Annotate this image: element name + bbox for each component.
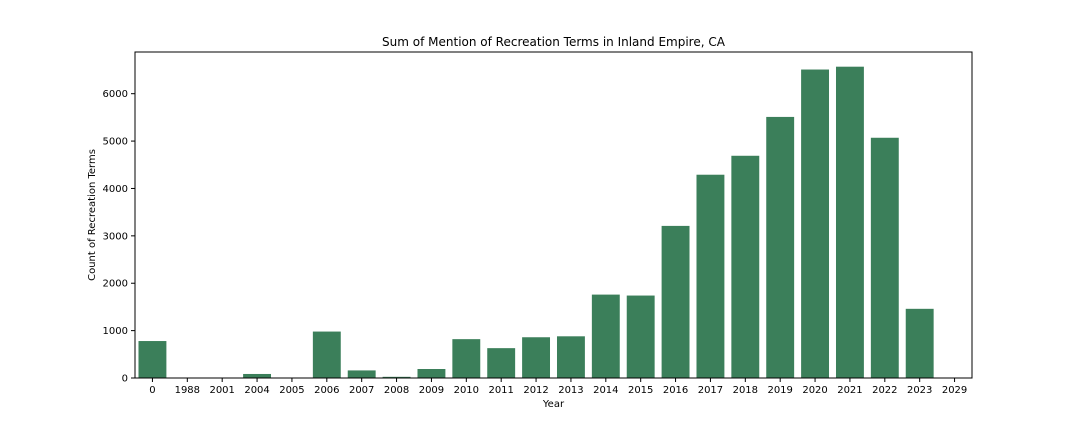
bar-2016	[661, 225, 690, 378]
x-tick-label: 2020	[802, 385, 827, 396]
y-tick-label: 4000	[103, 184, 128, 195]
y-tick-label: 6000	[103, 89, 128, 100]
bar-2022	[870, 137, 899, 378]
bar-2006	[312, 331, 341, 378]
y-tick-label: 1000	[103, 326, 128, 337]
x-tick-label: 2004	[244, 385, 269, 396]
x-tick-label: 2005	[279, 385, 304, 396]
plot-frame	[134, 51, 973, 379]
bar-2020	[801, 69, 830, 378]
x-tick-label: 2021	[837, 385, 862, 396]
bar-2004	[243, 373, 272, 378]
x-tick-label: 2018	[733, 385, 758, 396]
y-axis-title: Count of Recreation Terms	[87, 149, 98, 281]
x-tick-label: 2001	[209, 385, 234, 396]
x-tick-label: 2023	[907, 385, 932, 396]
bar-2019	[766, 116, 795, 379]
bar-2007	[347, 370, 376, 378]
bar-2013	[556, 336, 585, 378]
x-axis: 0 1988 2001 2004 2005 2006 2007 2008 2009 2010 201…	[149, 378, 967, 396]
x-tick-label: 2014	[593, 385, 618, 396]
y-tick-label: 3000	[103, 231, 128, 242]
bar-2008	[382, 376, 411, 378]
x-tick-label: 2015	[628, 385, 653, 396]
y-axis: 0 1000 2000 3000 4000 5000 6000	[103, 89, 135, 385]
x-tick-label: 2012	[523, 385, 548, 396]
x-tick-label: 2022	[872, 385, 897, 396]
x-tick-label: 2029	[942, 385, 967, 396]
bar-2011	[487, 348, 516, 378]
bar-2023	[905, 308, 934, 378]
x-tick-label: 2007	[349, 385, 374, 396]
bar-2021	[835, 66, 864, 378]
x-tick-label: 0	[149, 385, 155, 396]
bar-2010	[452, 339, 481, 378]
bars-group	[138, 66, 934, 379]
x-tick-label: 2011	[488, 385, 513, 396]
x-tick-label: 1988	[175, 385, 200, 396]
x-tick-label: 2010	[454, 385, 479, 396]
bar-2012	[522, 337, 551, 378]
x-tick-label: 2016	[663, 385, 688, 396]
chart-title: Sum of Mention of Recreation Terms in In…	[382, 35, 726, 49]
bar-2015	[626, 295, 655, 378]
y-tick-label: 5000	[103, 137, 128, 148]
x-tick-label: 2009	[419, 385, 444, 396]
bar-0	[138, 341, 167, 378]
x-tick-label: 2019	[767, 385, 792, 396]
x-axis-title: Year	[542, 399, 565, 410]
y-tick-label: 2000	[103, 279, 128, 290]
x-tick-label: 2006	[314, 385, 339, 396]
x-tick-label: 2017	[698, 385, 723, 396]
x-tick-label: 2008	[384, 385, 409, 396]
y-tick-label: 0	[122, 374, 128, 385]
bar-2017	[696, 174, 725, 378]
bar-2018	[731, 155, 760, 378]
bar-2014	[591, 294, 620, 378]
x-tick-label: 2013	[558, 385, 583, 396]
bar-2009	[417, 369, 446, 378]
